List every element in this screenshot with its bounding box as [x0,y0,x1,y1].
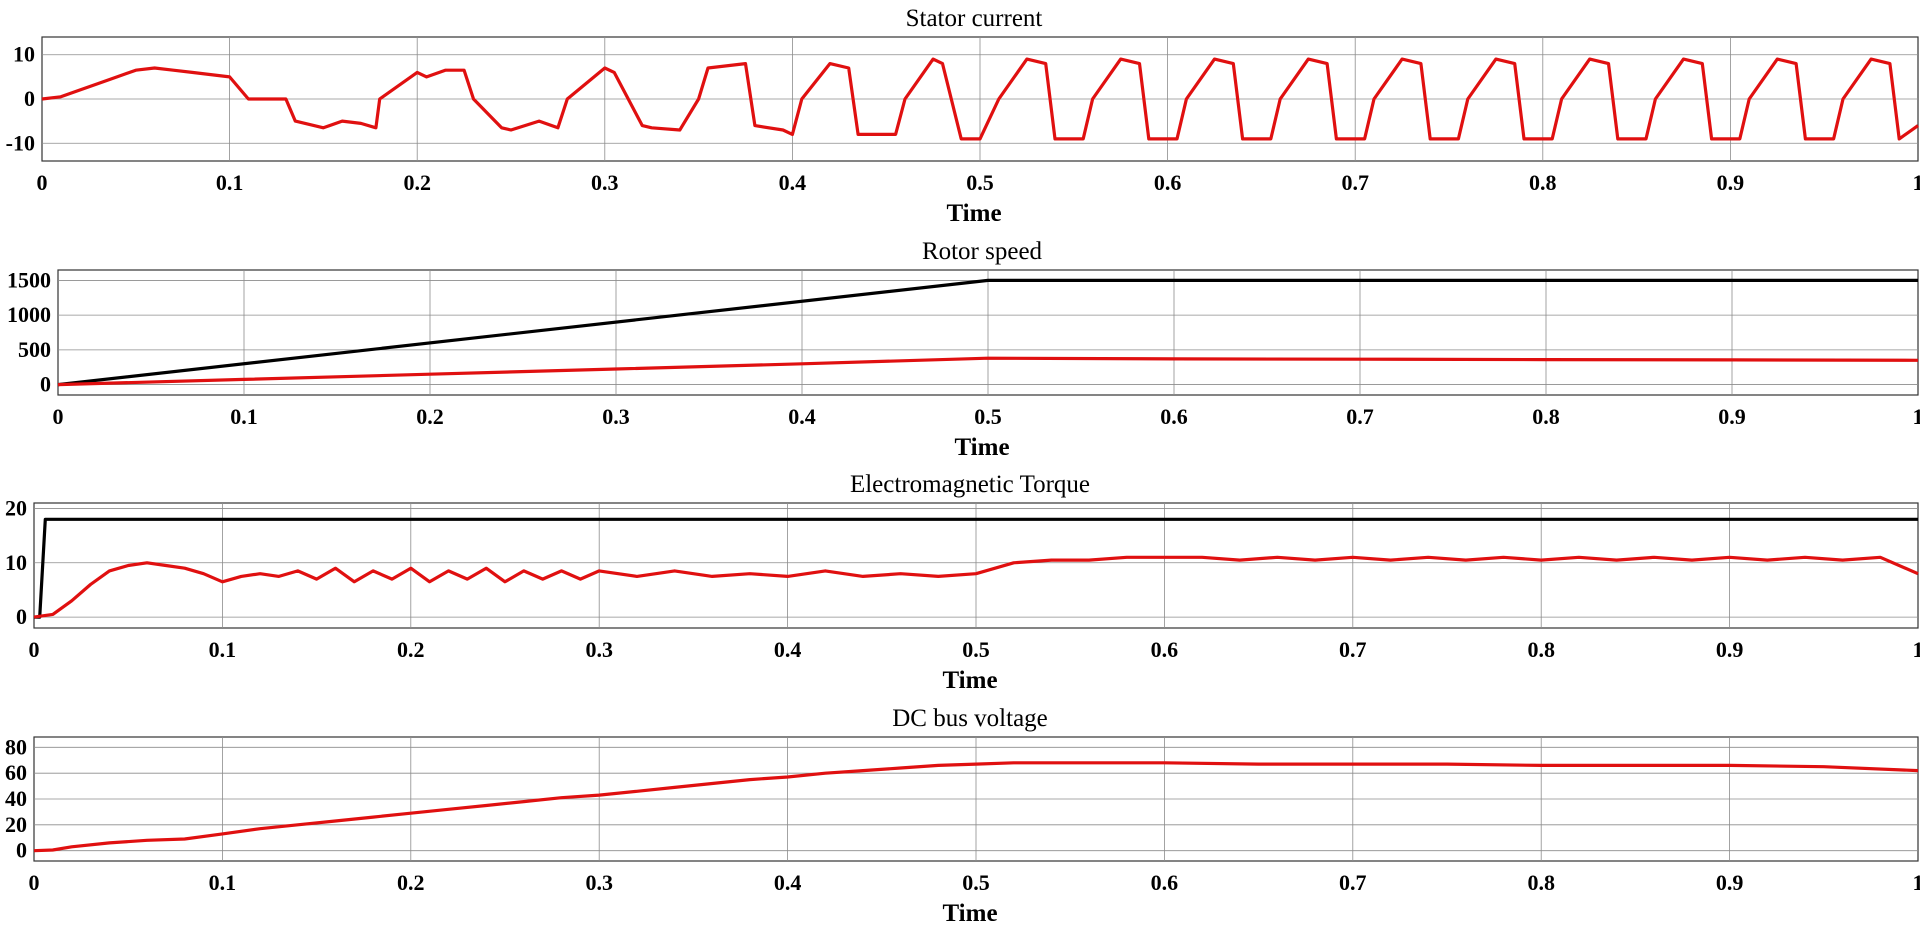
x-tick-label: 0.2 [403,170,431,195]
y-tick-label: 60 [5,760,27,785]
series-line-1 [57,356,1919,387]
x-tick-label: 0.5 [962,870,990,895]
x-tick-label: 0.8 [1529,170,1557,195]
x-tick-label: 1 [1913,637,1920,662]
y-tick-label: 10 [5,550,27,575]
x-tick-label: 0 [29,637,40,662]
x-tick-label: 0.8 [1532,404,1560,429]
x-tick-label: 0.6 [1154,170,1182,195]
x-tick-label: 0.2 [397,637,425,662]
x-tick-label: 0.1 [209,870,237,895]
y-tick-label: 1500 [7,267,51,292]
panel-title: Stator current [906,5,1043,32]
x-tick-label: 0.8 [1527,637,1555,662]
y-tick-label: 10 [13,42,35,67]
x-tick-label: 0.4 [779,170,807,195]
x-axis-label: Time [942,667,997,694]
y-tick-label: 20 [5,812,27,837]
x-axis-label: Time [954,434,1009,461]
x-tick-label: 0.5 [966,170,994,195]
x-tick-label: 0.5 [962,637,990,662]
x-tick-label: 0.5 [974,404,1002,429]
panel-electromagnetic-torque: Electromagnetic Torque Time 0 0.1 0.2 0.3 0.… [5,471,1920,694]
x-tick-label: 0.2 [397,870,425,895]
y-tick-label: 0 [16,838,27,863]
y-tick-label: -10 [6,130,35,155]
x-tick-label: 0.8 [1527,870,1555,895]
x-tick-label: 0.3 [591,170,619,195]
x-tick-label: 0.4 [774,870,802,895]
x-tick-label: 0.7 [1346,404,1374,429]
series-line-0 [57,278,1918,387]
y-tick-label: 1000 [7,302,51,327]
x-tick-label: 0 [37,170,48,195]
x-tick-label: 0 [29,870,40,895]
x-tick-label: 0.4 [788,404,816,429]
y-tick-label: 40 [5,786,27,811]
y-tick-label: 0 [24,86,35,111]
x-axis-label: Time [942,900,997,926]
panel-rotor-speed: Rotor speed Time 0 0.1 0.2 0.3 0.4 0.5 0.6 0.7 0… [7,238,1920,461]
x-tick-label: 0.1 [216,170,244,195]
x-axis-label: Time [946,200,1001,227]
x-tick-label: 0.1 [230,404,258,429]
y-tick-label: 20 [5,495,27,520]
x-tick-label: 0.7 [1341,170,1369,195]
x-tick-label: 0.7 [1339,637,1367,662]
panel-stator-current: Stator current Time 0 0.1 0.2 0.3 0.4 0.5 0.6 0… [6,5,1920,227]
series-line-0 [33,761,1919,853]
series-line-0 [41,57,1919,141]
series-line-1 [33,555,1919,619]
x-tick-label: 0.6 [1151,637,1179,662]
x-tick-label: 0.9 [1716,637,1744,662]
y-tick-label: 0 [40,372,51,397]
panel-title: Electromagnetic Torque [850,471,1090,498]
x-tick-label: 0 [53,404,64,429]
panel-title: DC bus voltage [892,705,1048,732]
x-tick-label: 0.4 [774,637,802,662]
y-tick-label: 0 [16,604,27,629]
x-tick-label: 0.9 [1718,404,1746,429]
x-tick-label: 0.9 [1716,870,1744,895]
x-tick-label: 0.6 [1151,870,1179,895]
x-tick-label: 1 [1913,404,1920,429]
y-tick-label: 80 [5,734,27,759]
x-tick-label: 0.2 [416,404,444,429]
panel-title: Rotor speed [922,238,1043,265]
x-tick-label: 0.3 [585,637,613,662]
x-tick-label: 0.3 [585,870,613,895]
x-tick-label: 0.3 [602,404,630,429]
x-tick-label: 0.7 [1339,870,1367,895]
x-tick-label: 0.1 [209,637,237,662]
y-tick-label: 500 [18,337,51,362]
x-tick-label: 0.6 [1160,404,1188,429]
x-tick-label: 1 [1913,870,1920,895]
x-tick-label: 0.9 [1717,170,1745,195]
panel-dc-bus-voltage: DC bus voltage Time 0 0.1 0.2 0.3 0.4 0.5 0.6 0… [5,705,1920,926]
x-tick-label: 1 [1913,170,1920,195]
